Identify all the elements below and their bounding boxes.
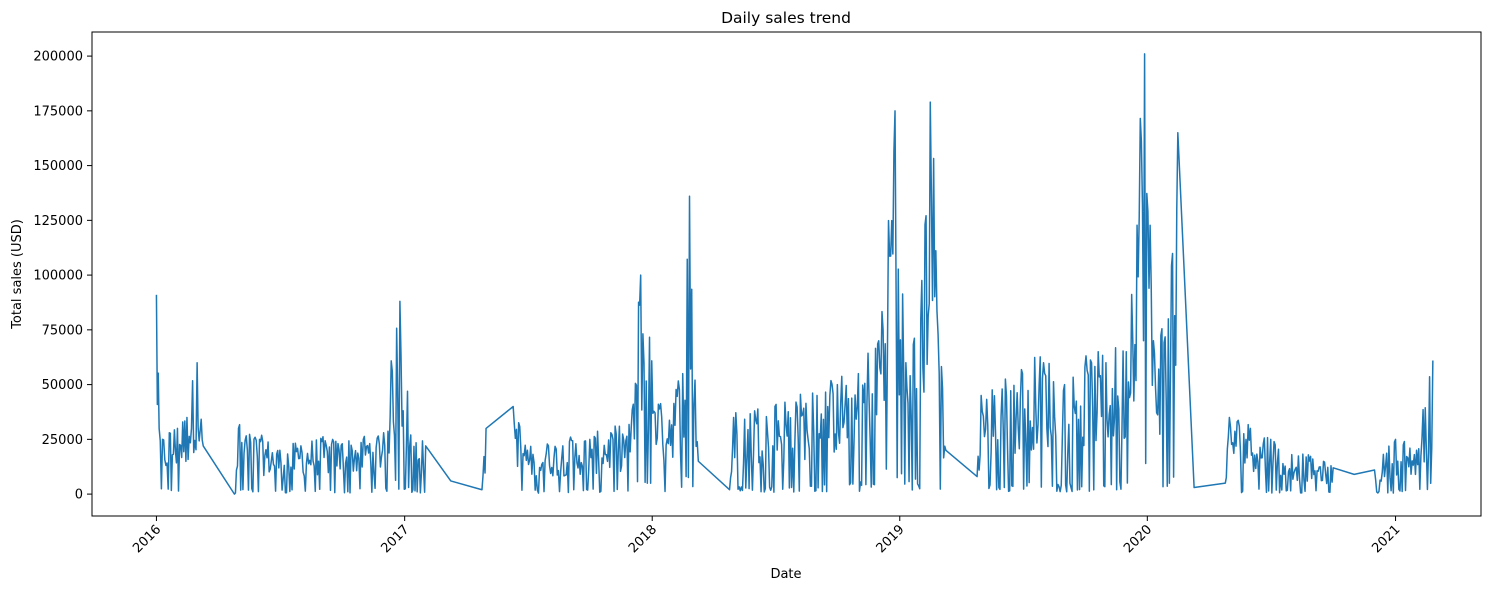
y-tick-label: 175000 — [33, 104, 83, 119]
y-tick-label: 50000 — [42, 378, 83, 393]
x-tick-label: 2019 — [874, 522, 908, 556]
series-line-0 — [155, 53, 1434, 495]
x-axis-label: Date — [770, 567, 801, 582]
x-tick-label: 2016 — [130, 522, 164, 556]
y-axis: 0 25000 50000 75000 100000 125000 150000 175000… — [33, 50, 92, 503]
y-tick-label: 125000 — [33, 214, 83, 229]
y-tick-label: 150000 — [33, 159, 83, 174]
y-tick-label: 0 — [75, 488, 83, 503]
plot-frame — [91, 31, 1482, 517]
x-tick-label: 2020 — [1121, 522, 1155, 556]
chart-title: Daily sales trend — [721, 9, 851, 27]
x-axis: 2016 2017 2018 2019 2020 2021 — [130, 516, 1403, 556]
plot-area — [155, 53, 1434, 495]
y-tick-label: 75000 — [42, 323, 83, 338]
y-tick-label: 200000 — [33, 50, 83, 65]
x-tick-label: 2017 — [378, 522, 412, 556]
x-tick-label: 2021 — [1369, 522, 1403, 556]
x-tick-label: 2018 — [626, 522, 660, 556]
y-axis-label: Total sales (USD) — [10, 219, 25, 330]
y-tick-label: 100000 — [33, 269, 83, 284]
y-tick-label: 25000 — [42, 433, 83, 448]
